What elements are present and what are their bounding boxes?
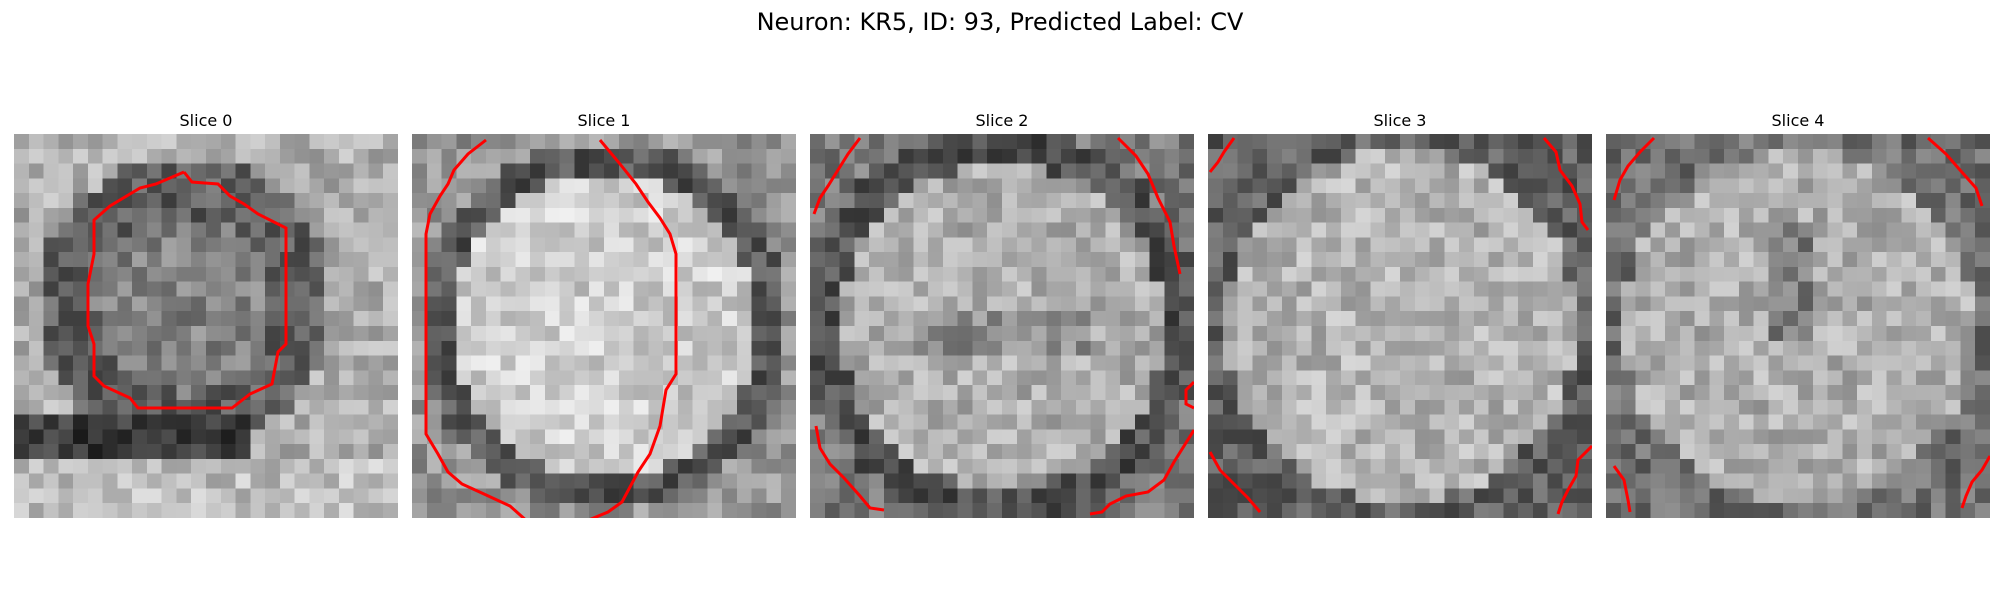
slice-title: Slice 0 — [179, 111, 233, 130]
contour-line — [812, 137, 862, 215]
grayscale-image — [1208, 134, 1592, 518]
contour-line — [1556, 444, 1592, 515]
contour-line — [1208, 451, 1262, 513]
grayscale-image — [14, 134, 398, 518]
contour-line — [1184, 380, 1194, 410]
contour-line — [1542, 137, 1590, 231]
slice-panel-0: Slice 0 — [14, 110, 398, 518]
contour-line — [1208, 137, 1236, 173]
contour-line — [814, 425, 885, 512]
grayscale-image — [412, 134, 796, 518]
contour-overlay — [424, 138, 678, 518]
slice-title: Slice 3 — [1373, 111, 1427, 130]
contour-line — [424, 138, 678, 518]
grayscale-image — [1606, 134, 1990, 518]
slice-image-4 — [1606, 134, 1990, 518]
contour-line — [1089, 429, 1194, 516]
contour-overlay — [1612, 136, 1990, 513]
figure-title: Neuron: KR5, ID: 93, Predicted Label: CV — [756, 8, 1244, 36]
contour-overlay — [86, 170, 288, 410]
contour-line — [1927, 136, 1984, 207]
contour-line — [1612, 465, 1632, 513]
slice-title: Slice 2 — [975, 111, 1029, 130]
contour-overlay — [812, 136, 1194, 516]
slice-panel-2: Slice 2 — [810, 110, 1194, 518]
slice-panel-3: Slice 3 — [1208, 110, 1592, 518]
slice-image-0 — [14, 134, 398, 518]
contour-line — [86, 170, 288, 410]
slice-panel-4: Slice 4 — [1606, 110, 1990, 518]
slice-image-1 — [412, 134, 796, 518]
grayscale-image — [810, 134, 1194, 518]
contour-line — [1960, 455, 1990, 509]
slice-title: Slice 1 — [577, 111, 631, 130]
contour-overlay — [1208, 137, 1592, 515]
slice-title: Slice 4 — [1771, 111, 1825, 130]
slice-panel-1: Slice 1 — [412, 110, 796, 518]
contour-line — [1612, 136, 1656, 201]
contour-line — [1116, 136, 1182, 275]
slice-image-3 — [1208, 134, 1592, 518]
slice-image-2 — [810, 134, 1194, 518]
